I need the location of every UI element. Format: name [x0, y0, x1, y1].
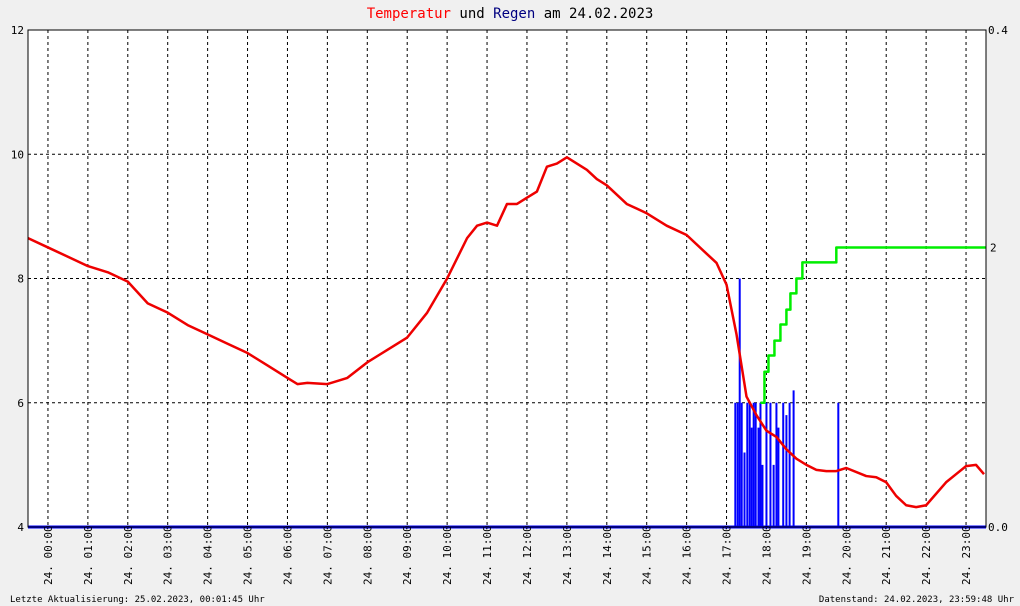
x-tick-label: 24. 21:00: [880, 525, 893, 585]
x-tick-label: 24. 06:00: [281, 525, 294, 585]
x-tick-label: 24. 11:00: [481, 525, 494, 585]
title-part-0: Temperatur: [367, 6, 451, 22]
x-tick-label: 24. 02:00: [122, 525, 135, 585]
left-y-tick-label: 12: [11, 24, 24, 37]
title-part-1: und: [451, 6, 493, 22]
title-part-2: Regen: [493, 6, 535, 22]
x-tick-label: 24. 08:00: [361, 525, 374, 585]
right-axis-ticks: 0.0 0.4 2: [988, 24, 1008, 534]
left-y-tick-label: 6: [17, 397, 24, 410]
x-tick-label: 24. 14:00: [601, 525, 614, 585]
last-update-text: Letzte Aktualisierung: 25.02.2023, 00:01…: [10, 595, 265, 605]
temperature-line: [27, 156, 985, 509]
series-lines: [27, 156, 986, 509]
grid: [28, 30, 986, 527]
plot-area: [28, 30, 986, 527]
x-tick-label: 24. 22:00: [920, 525, 933, 585]
title-part-3: am 24.02.2023: [535, 6, 653, 22]
x-tick-label: 24. 20:00: [840, 525, 853, 585]
rain-rate-bars: [734, 278, 840, 527]
rain_cumulative-end-label: 2: [990, 241, 997, 254]
x-tick-label: 24. 01:00: [82, 525, 95, 585]
x-tick-label: 24. 03:00: [162, 525, 175, 585]
x-tick-label: 24. 05:00: [242, 525, 255, 585]
x-axis-ticks: 24. 00:00 24. 01:00 24. 02:00 24. 03:00 24. …: [42, 525, 973, 585]
x-tick-label: 24. 00:00: [42, 525, 55, 585]
right-y-tick-label: 0.4: [988, 24, 1008, 37]
left-y-tick-label: 10: [11, 148, 24, 161]
rain_cumulative-line: [760, 246, 986, 404]
x-tick-label: 24. 09:00: [401, 525, 414, 585]
left-axis-ticks: 4 6 8 10 12: [11, 24, 25, 534]
right-y-tick-label: 0.0: [988, 521, 1008, 534]
x-tick-label: 24. 13:00: [561, 525, 574, 585]
left-y-tick-label: 8: [17, 273, 24, 286]
x-tick-label: 24. 18:00: [760, 525, 773, 585]
x-tick-label: 24. 10:00: [441, 525, 454, 585]
chart-title: Temperatur und Regen am 24.02.2023: [367, 6, 654, 22]
x-tick-label: 24. 19:00: [800, 525, 813, 585]
x-tick-label: 24. 23:00: [960, 525, 973, 585]
plot-frame: [27, 29, 987, 528]
x-tick-label: 24. 17:00: [721, 525, 734, 585]
x-tick-label: 24. 16:00: [681, 525, 694, 585]
data-status-text: Datenstand: 24.02.2023, 23:59:48 Uhr: [819, 595, 1015, 605]
x-tick-label: 24. 12:00: [521, 525, 534, 585]
x-tick-label: 24. 07:00: [321, 525, 334, 585]
left-y-tick-label: 4: [17, 521, 24, 534]
x-tick-label: 24. 04:00: [202, 525, 215, 585]
x-tick-label: 24. 15:00: [641, 525, 654, 585]
